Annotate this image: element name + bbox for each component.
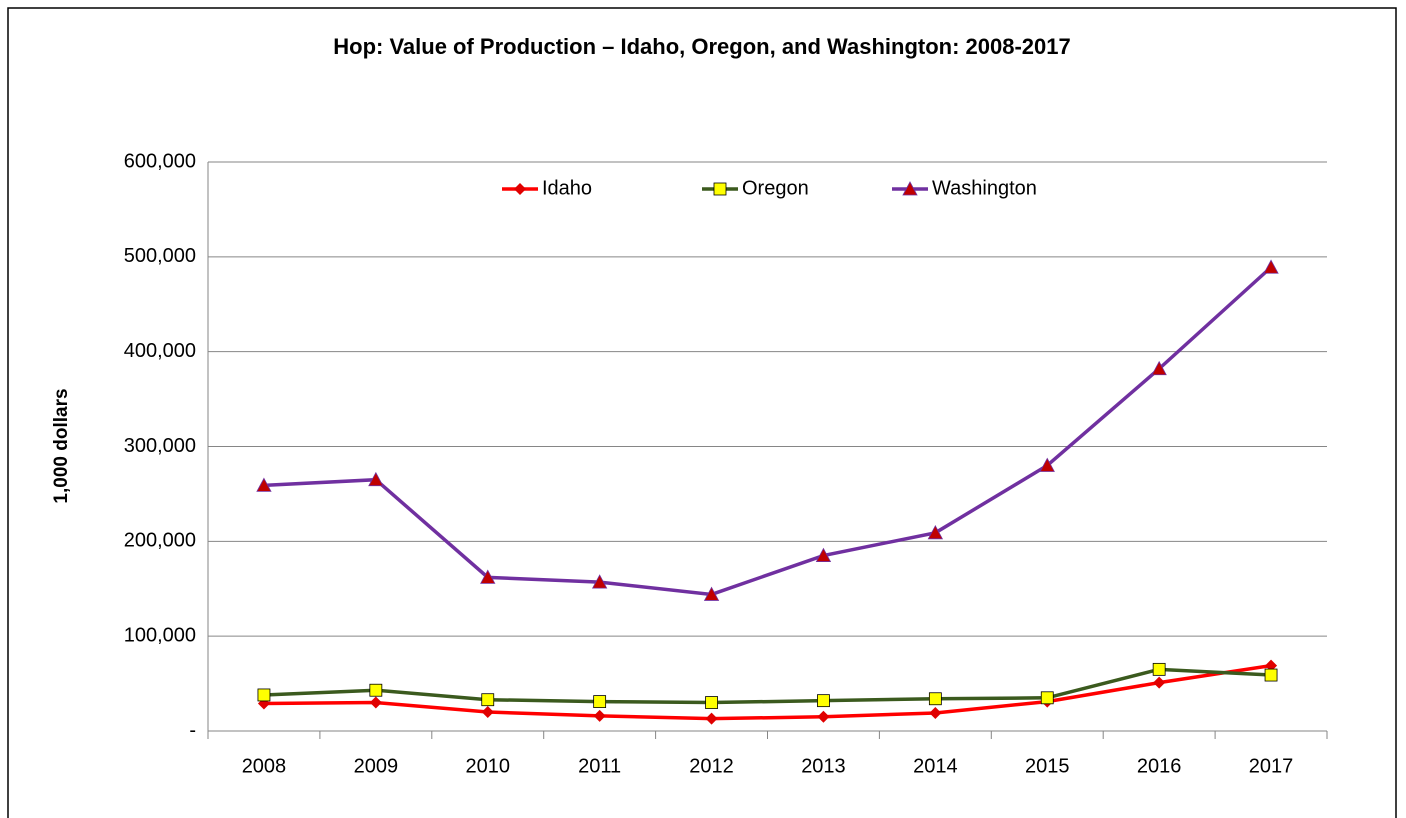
y-axis-label: 1,000 dollars: [51, 388, 72, 503]
legend-label: Idaho: [542, 177, 592, 199]
point: [593, 709, 606, 722]
series-line: [263, 663, 1272, 721]
point: [1039, 457, 1055, 472]
point: [1265, 659, 1278, 672]
point: [591, 574, 608, 589]
point: [1151, 360, 1167, 376]
y-tick-label: -: [189, 719, 196, 741]
point: [817, 710, 830, 723]
point: [481, 706, 494, 719]
x-tick-label: 2014: [913, 755, 958, 777]
point: [256, 477, 272, 492]
point: [817, 694, 830, 708]
x-tick-label: 2010: [466, 755, 511, 777]
x-tick-label: 2017: [1249, 755, 1294, 777]
point: [705, 712, 718, 725]
legend-label: Oregon: [742, 177, 809, 199]
point: [369, 696, 382, 709]
x-tick-label: 2009: [354, 755, 399, 777]
x-tick-label: 2013: [801, 755, 846, 777]
point: [593, 695, 607, 709]
y-tick-label: 600,000: [124, 150, 196, 172]
point: [1264, 668, 1278, 682]
y-tick-label: 300,000: [124, 435, 196, 457]
point: [929, 706, 942, 719]
series-line: [263, 667, 1272, 705]
point: [257, 688, 271, 702]
point: [703, 586, 720, 601]
chart-border: [7, 7, 1397, 818]
point: [369, 683, 383, 697]
chart-title: Hop: Value of Production – Idaho, Oregon…: [333, 34, 1071, 59]
point: [815, 547, 832, 562]
x-tick-label: 2016: [1137, 755, 1182, 777]
point: [928, 692, 942, 706]
x-tick-label: 2008: [242, 755, 287, 777]
point: [1153, 676, 1166, 689]
point: [705, 696, 718, 709]
point: [1263, 259, 1279, 274]
point: [1152, 662, 1166, 676]
x-tick-label: 2012: [689, 755, 734, 777]
y-tick-label: 100,000: [124, 624, 196, 646]
series-line: [263, 265, 1273, 597]
y-tick-label: 200,000: [124, 530, 196, 552]
point: [481, 693, 495, 707]
point: [368, 471, 384, 487]
y-tick-label: 500,000: [124, 245, 196, 267]
x-tick-label: 2015: [1025, 755, 1070, 777]
legend-marker: [902, 181, 918, 196]
legend-marker: [514, 183, 526, 195]
x-tick-label: 2011: [578, 755, 621, 777]
y-tick-label: 400,000: [124, 340, 196, 362]
point: [927, 524, 944, 540]
point: [1040, 691, 1054, 705]
legend-marker: [713, 182, 727, 196]
legend-label: Washington: [932, 177, 1037, 199]
point: [480, 569, 496, 584]
